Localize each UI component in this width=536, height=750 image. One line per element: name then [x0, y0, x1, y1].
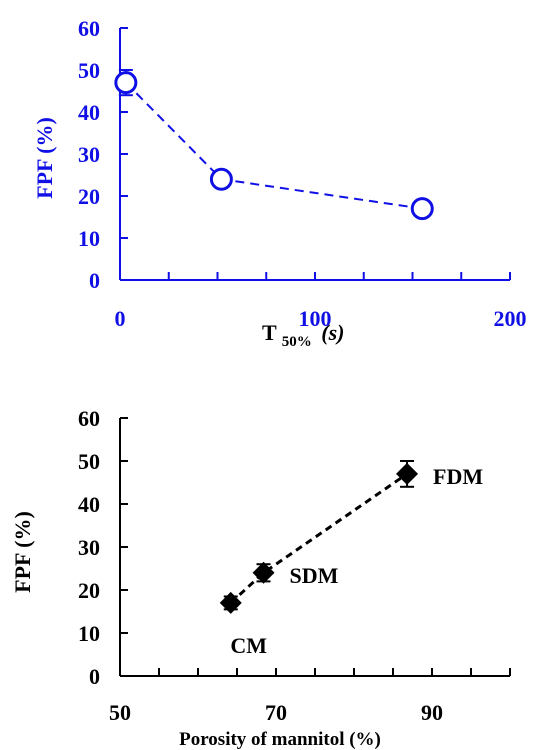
top-chart-data-point: [410, 197, 434, 221]
bottom-chart-data-point: [219, 591, 242, 614]
bottom-chart-point-label: FDM: [433, 464, 483, 489]
top-chart-y-tick-label: 40: [78, 100, 100, 125]
bottom-chart-point-label: SDM: [290, 563, 339, 588]
bottom-chart-series-line: [229, 472, 408, 605]
top-chart-y-tick-label: 30: [78, 142, 100, 167]
bottom-chart-data-point: [396, 462, 419, 485]
bottom-chart-x-tick-label: 90: [421, 700, 443, 725]
top-chart-y-tick-label: 0: [89, 268, 100, 293]
bottom-chart-x-tick-label: 70: [265, 700, 287, 725]
bottom-chart-y-tick-label: 10: [78, 621, 100, 646]
bottom-chart-x-axis-title: Porosity of mannitol (%): [179, 729, 381, 750]
top-chart-x-axis-title-subscript: 50%: [282, 334, 312, 350]
bottom-chart-y-tick-label: 0: [89, 664, 100, 689]
bottom-chart-y-tick-label: 30: [78, 535, 100, 560]
bottom-chart-y-tick-label: 60: [78, 406, 100, 431]
top-chart-y-tick-label: 50: [78, 58, 100, 83]
top-chart-x-axis-title-unit: (s): [321, 320, 344, 345]
top-chart-data-point: [114, 71, 138, 95]
top-chart-axes: 0 10 20 30 40 50 60 0 100 200: [78, 16, 527, 331]
bottom-chart-point-label: CM: [230, 633, 267, 658]
top-chart-y-tick-label: 60: [78, 16, 100, 41]
bottom-chart-x-tick-label: 50: [109, 700, 131, 725]
bottom-chart-y-tick-label: 20: [78, 578, 100, 603]
top-chart-series-line: [125, 81, 423, 210]
bottom-chart-y-axis-title: FPF (%): [10, 511, 35, 593]
top-chart-y-tick-label: 10: [78, 226, 100, 251]
bottom-chart-axes: 0 10 20 30 40 50 60 50 70 90: [78, 406, 511, 725]
top-chart: 0 10 20 30 40 50 60 0 100 200 FPF (%) T 50% (s): [32, 16, 527, 351]
top-chart-x-tick-label: 0: [115, 306, 126, 331]
top-chart-data-point: [209, 167, 233, 191]
bottom-chart-data-point: [252, 561, 275, 584]
bottom-chart-series: CM SDM FDM: [219, 460, 483, 658]
top-chart-y-tick-label: 20: [78, 184, 100, 209]
bottom-chart-y-tick-label: 40: [78, 492, 100, 517]
bottom-chart-y-tick-label: 50: [78, 449, 100, 474]
top-chart-x-axis-title-main: T: [262, 320, 277, 345]
top-chart-x-tick-label: 100: [299, 306, 332, 331]
top-chart-x-axis-title: T 50% (s): [262, 320, 345, 351]
top-chart-y-axis-title: FPF (%): [32, 117, 57, 199]
bottom-chart: 0 10 20 30 40 50 60 50 70 90 CM SDM FDM FPF (%) Por…: [10, 406, 511, 750]
top-chart-series: [114, 69, 434, 221]
top-chart-x-tick-label: 200: [494, 306, 527, 331]
